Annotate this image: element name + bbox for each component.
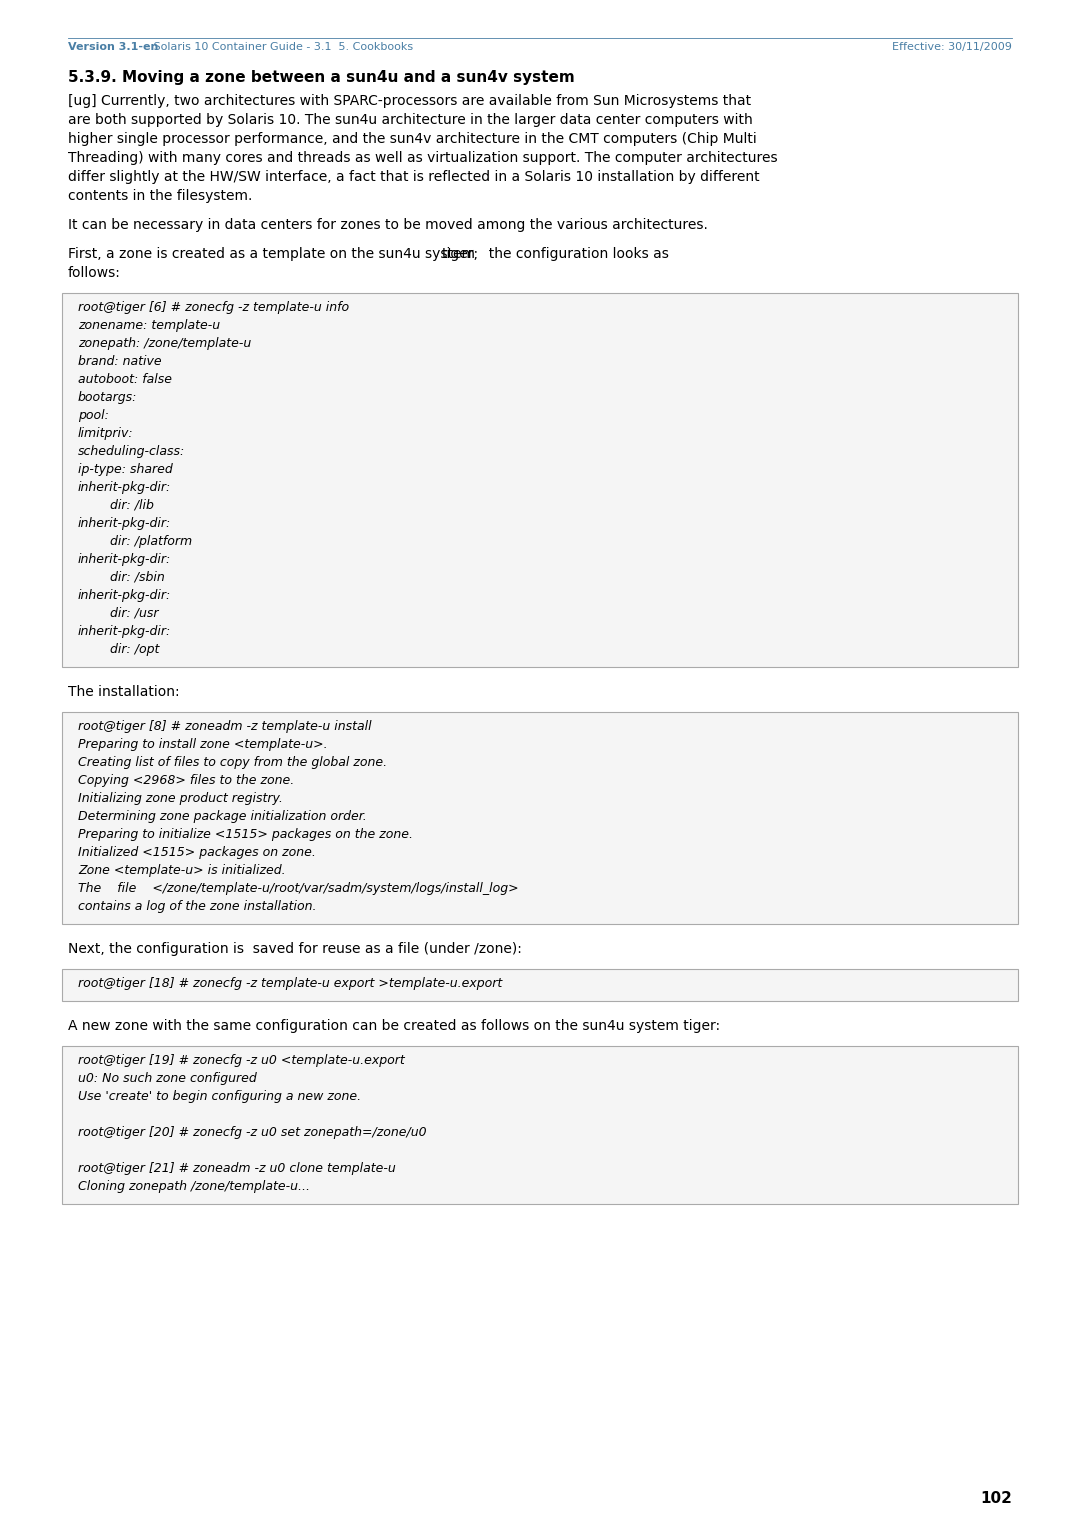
Text: First, a zone is created as a template on the sun4u system: First, a zone is created as a template o… (68, 248, 480, 261)
Text: Cloning zonepath /zone/template-u...: Cloning zonepath /zone/template-u... (78, 1180, 310, 1193)
Text: Initialized <1515> packages on zone.: Initialized <1515> packages on zone. (78, 847, 315, 859)
Text: dir: /opt: dir: /opt (78, 643, 160, 656)
Text: root@tiger [19] # zonecfg -z u0 <template-u.export: root@tiger [19] # zonecfg -z u0 <templat… (78, 1054, 405, 1067)
Text: dir: /usr: dir: /usr (78, 607, 159, 620)
Text: It can be necessary in data centers for zones to be moved among the various arch: It can be necessary in data centers for … (68, 219, 707, 232)
Text: inherit-pkg-dir:: inherit-pkg-dir: (78, 481, 172, 494)
Text: zonepath: /zone/template-u: zonepath: /zone/template-u (78, 338, 252, 350)
Text: higher single processor performance, and the sun4v architecture in the CMT compu: higher single processor performance, and… (68, 131, 757, 147)
Text: ip-type: shared: ip-type: shared (78, 463, 173, 477)
Text: Initializing zone product registry.: Initializing zone product registry. (78, 792, 283, 805)
Text: Determining zone package initialization order.: Determining zone package initialization … (78, 810, 367, 824)
Text: inherit-pkg-dir:: inherit-pkg-dir: (78, 553, 172, 565)
Text: inherit-pkg-dir:: inherit-pkg-dir: (78, 625, 172, 639)
Text: scheduling-class:: scheduling-class: (78, 445, 186, 458)
Text: follows:: follows: (68, 266, 121, 280)
Text: Preparing to initialize <1515> packages on the zone.: Preparing to initialize <1515> packages … (78, 828, 413, 840)
Text: contents in the filesystem.: contents in the filesystem. (68, 189, 253, 203)
Text: Solaris 10 Container Guide - 3.1  5. Cookbooks: Solaris 10 Container Guide - 3.1 5. Cook… (150, 41, 414, 52)
Text: Zone <template-u> is initialized.: Zone <template-u> is initialized. (78, 863, 285, 877)
Text: root@tiger [20] # zonecfg -z u0 set zonepath=/zone/u0: root@tiger [20] # zonecfg -z u0 set zone… (78, 1126, 427, 1138)
Text: inherit-pkg-dir:: inherit-pkg-dir: (78, 588, 172, 602)
Text: dir: /platform: dir: /platform (78, 535, 192, 549)
Text: Effective: 30/11/2009: Effective: 30/11/2009 (892, 41, 1012, 52)
Text: pool:: pool: (78, 410, 109, 422)
Text: 5.3.9. Moving a zone between a sun4u and a sun4v system: 5.3.9. Moving a zone between a sun4u and… (68, 70, 575, 86)
Text: The installation:: The installation: (68, 685, 179, 698)
Text: A new zone with the same configuration can be created as follows on the sun4u sy: A new zone with the same configuration c… (68, 1019, 720, 1033)
Text: Preparing to install zone <template-u>.: Preparing to install zone <template-u>. (78, 738, 327, 750)
Text: are both supported by Solaris 10. The sun4u architecture in the larger data cent: are both supported by Solaris 10. The su… (68, 113, 753, 127)
Text: contains a log of the zone installation.: contains a log of the zone installation. (78, 900, 316, 914)
Text: limitpriv:: limitpriv: (78, 426, 134, 440)
Text: root@tiger [21] # zoneadm -z u0 clone template-u: root@tiger [21] # zoneadm -z u0 clone te… (78, 1161, 395, 1175)
Text: bootargs:: bootargs: (78, 391, 137, 403)
Bar (62, 293, 1018, 668)
Text: Next, the configuration is  saved for reuse as a file (under /zone):: Next, the configuration is saved for reu… (68, 941, 522, 957)
Text: root@tiger [18] # zonecfg -z template-u export >template-u.export: root@tiger [18] # zonecfg -z template-u … (78, 976, 502, 990)
Text: [ug] Currently, two architectures with SPARC-processors are available from Sun M: [ug] Currently, two architectures with S… (68, 95, 751, 108)
Text: Version 3.1-en: Version 3.1-en (68, 41, 159, 52)
Text: u0: No such zone configured: u0: No such zone configured (78, 1073, 257, 1085)
Text: brand: native: brand: native (78, 354, 162, 368)
Text: dir: /sbin: dir: /sbin (78, 571, 165, 584)
Text: zonename: template-u: zonename: template-u (78, 319, 220, 332)
Text: dir: /lib: dir: /lib (78, 500, 153, 512)
Text: Creating list of files to copy from the global zone.: Creating list of files to copy from the … (78, 756, 387, 769)
Text: Threading) with many cores and threads as well as virtualization support. The co: Threading) with many cores and threads a… (68, 151, 778, 165)
Text: differ slightly at the HW/SW interface, a fact that is reflected in a Solaris 10: differ slightly at the HW/SW interface, … (68, 170, 759, 183)
Text: tiger;: tiger; (442, 248, 480, 261)
Text: root@tiger [8] # zoneadm -z template-u install: root@tiger [8] # zoneadm -z template-u i… (78, 720, 372, 733)
Bar (62, 712, 1018, 924)
Text: autoboot: false: autoboot: false (78, 373, 172, 387)
Text: inherit-pkg-dir:: inherit-pkg-dir: (78, 516, 172, 530)
Text: Copying <2968> files to the zone.: Copying <2968> files to the zone. (78, 775, 294, 787)
Bar (62, 969, 1018, 1001)
Text: the configuration looks as: the configuration looks as (480, 248, 669, 261)
Text: Use 'create' to begin configuring a new zone.: Use 'create' to begin configuring a new … (78, 1089, 361, 1103)
Bar (62, 1047, 1018, 1204)
Text: The    file    </zone/template-u/root/var/sadm/system/logs/install_log>: The file </zone/template-u/root/var/sadm… (78, 882, 518, 895)
Text: 102: 102 (981, 1491, 1012, 1507)
Text: root@tiger [6] # zonecfg -z template-u info: root@tiger [6] # zonecfg -z template-u i… (78, 301, 349, 313)
